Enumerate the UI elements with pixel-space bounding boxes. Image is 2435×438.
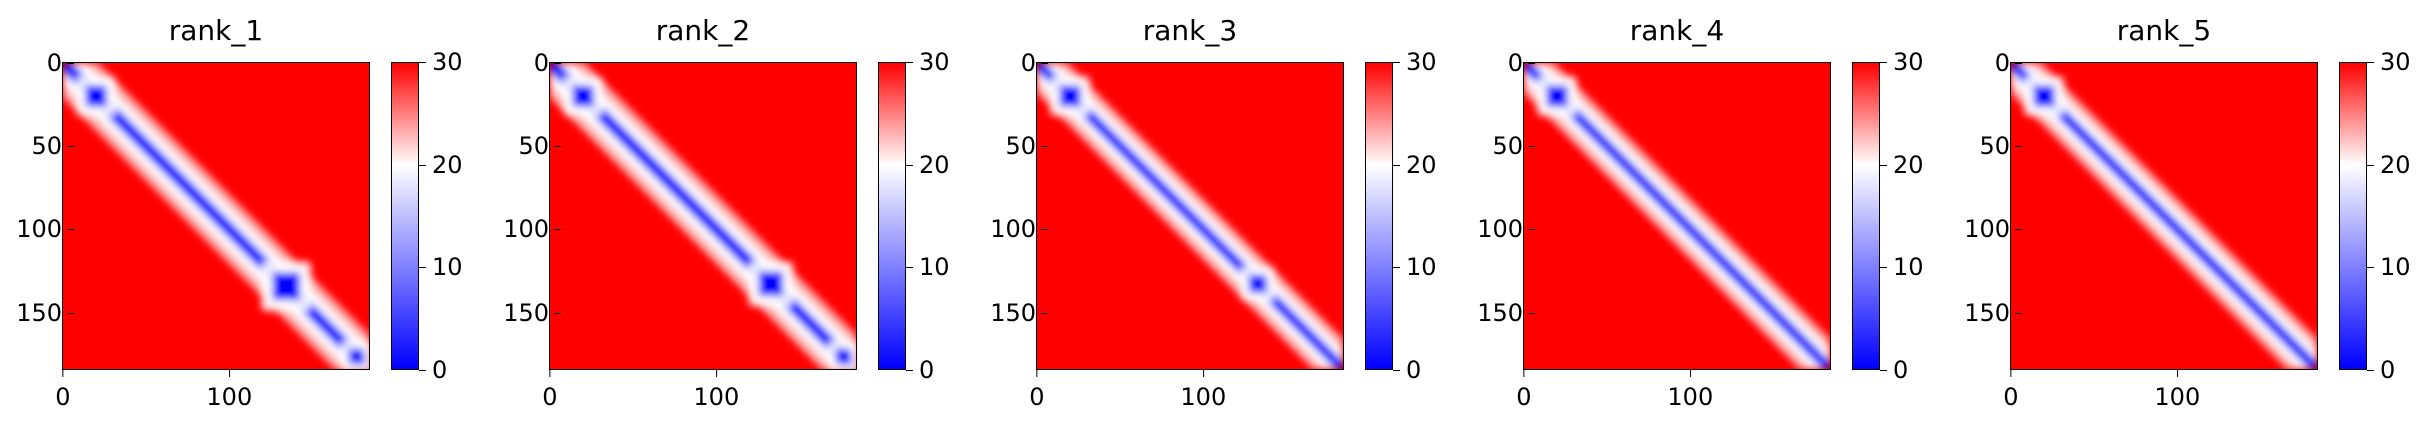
heatmap-panel: rank_3 0 50 100 150 0 100 0 10 20 30 xyxy=(974,0,1461,438)
heatmap-svg xyxy=(1524,63,1830,369)
y-tick-label: 0 xyxy=(46,48,75,77)
x-tick-label: 100 xyxy=(2154,370,2201,411)
y-tick-label: 0 xyxy=(533,48,562,77)
y-tick-label: 100 xyxy=(503,215,561,244)
diagonal-core xyxy=(2011,63,2317,369)
colorbar-tick-label: 30 xyxy=(1880,48,1924,76)
y-tick-label: 50 xyxy=(31,132,74,161)
y-tick-label: 150 xyxy=(1477,298,1535,327)
colorbar-tick-label: 20 xyxy=(2367,150,2411,179)
heatmap-panel: rank_2 0 50 100 150 0 100 0 10 20 30 xyxy=(487,0,974,438)
y-tick-label: 100 xyxy=(16,215,74,244)
colorbar-tick-label: 10 xyxy=(1393,253,1437,282)
colorbar-tick-label: 0 xyxy=(1392,356,1422,384)
y-tick-label: 150 xyxy=(503,298,561,327)
x-tick-label: 100 xyxy=(1180,370,1227,411)
y-tick-label: 0 xyxy=(1507,48,1536,77)
colorbar-tick-label: 0 xyxy=(2366,356,2396,384)
x-tick-label: 0 xyxy=(2003,370,2019,411)
colorbar-tick-label: 20 xyxy=(419,150,463,179)
colorbar xyxy=(2339,62,2367,370)
y-tick-label: 150 xyxy=(16,298,74,327)
heatmap-plot xyxy=(549,62,857,370)
domain-block xyxy=(1546,85,1568,107)
heatmap-plot xyxy=(62,62,370,370)
colorbar-tick-label: 10 xyxy=(906,253,950,282)
colorbar-tick-label: 30 xyxy=(419,48,463,76)
domain-block xyxy=(2033,85,2055,107)
x-tick-label: 100 xyxy=(1667,370,1714,411)
x-tick-label: 0 xyxy=(1029,370,1045,411)
colorbar-tick-label: 10 xyxy=(1880,253,1924,282)
domain-block xyxy=(758,271,783,296)
y-tick-label: 50 xyxy=(1005,132,1048,161)
y-tick-label: 0 xyxy=(1020,48,1049,77)
colorbar-tick-label: 10 xyxy=(419,253,463,282)
colorbar xyxy=(1365,62,1393,370)
y-tick-label: 100 xyxy=(1964,215,2022,244)
colorbar-tick-label: 30 xyxy=(906,48,950,76)
panel-title: rank_1 xyxy=(168,14,264,47)
domain-block xyxy=(835,348,852,365)
x-tick-label: 0 xyxy=(1516,370,1532,411)
y-tick-label: 150 xyxy=(990,298,1048,327)
heatmap-panel: rank_4 0 50 100 150 0 100 0 10 20 30 xyxy=(1461,0,1948,438)
heatmap-plot xyxy=(1523,62,1831,370)
y-tick-label: 50 xyxy=(1979,132,2022,161)
y-tick-label: 50 xyxy=(1492,132,1535,161)
heatmap-plot xyxy=(2010,62,2318,370)
heatmap-plot xyxy=(1036,62,1344,370)
heatmap-svg xyxy=(550,63,856,369)
y-tick-label: 150 xyxy=(1964,298,2022,327)
colorbar-tick-label: 30 xyxy=(1393,48,1437,76)
colorbar-tick-label: 10 xyxy=(2367,253,2411,282)
colorbar-tick-label: 20 xyxy=(1880,150,1924,179)
heatmap-panel: rank_1 0 50 100 150 0 100 0 10 20 30 xyxy=(0,0,487,438)
domain-block xyxy=(572,85,594,107)
domain-block xyxy=(1059,85,1081,107)
domain-block xyxy=(272,272,301,301)
panel-title: rank_4 xyxy=(1629,14,1725,47)
x-tick-label: 0 xyxy=(55,370,71,411)
panel-title: rank_3 xyxy=(1142,14,1238,47)
colorbar-tick-label: 20 xyxy=(906,150,950,179)
domain-block xyxy=(1248,274,1267,293)
x-tick-label: 100 xyxy=(693,370,740,411)
colorbar xyxy=(1852,62,1880,370)
panel-title: rank_5 xyxy=(2116,14,2212,47)
domain-block xyxy=(85,85,107,107)
y-tick-label: 100 xyxy=(1477,215,1535,244)
colorbar-tick-label: 30 xyxy=(2367,48,2411,76)
x-tick-label: 100 xyxy=(206,370,253,411)
colorbar-tick-label: 0 xyxy=(1879,356,1909,384)
heatmap-svg xyxy=(2011,63,2317,369)
heatmap-svg xyxy=(1037,63,1343,369)
x-tick-label: 0 xyxy=(542,370,558,411)
colorbar xyxy=(878,62,906,370)
colorbar-tick-label: 0 xyxy=(418,356,448,384)
y-tick-label: 100 xyxy=(990,215,1048,244)
colorbar-tick-label: 0 xyxy=(905,356,935,384)
colorbar-tick-label: 20 xyxy=(1393,150,1437,179)
y-tick-label: 0 xyxy=(1994,48,2023,77)
colorbar xyxy=(391,62,419,370)
y-tick-label: 50 xyxy=(518,132,561,161)
diagonal-core xyxy=(1524,63,1830,369)
heatmap-panel: rank_5 0 50 100 150 0 100 0 10 20 30 xyxy=(1948,0,2435,438)
panel-title: rank_2 xyxy=(655,14,751,47)
heatmap-svg xyxy=(63,63,369,369)
domain-block xyxy=(348,348,365,365)
